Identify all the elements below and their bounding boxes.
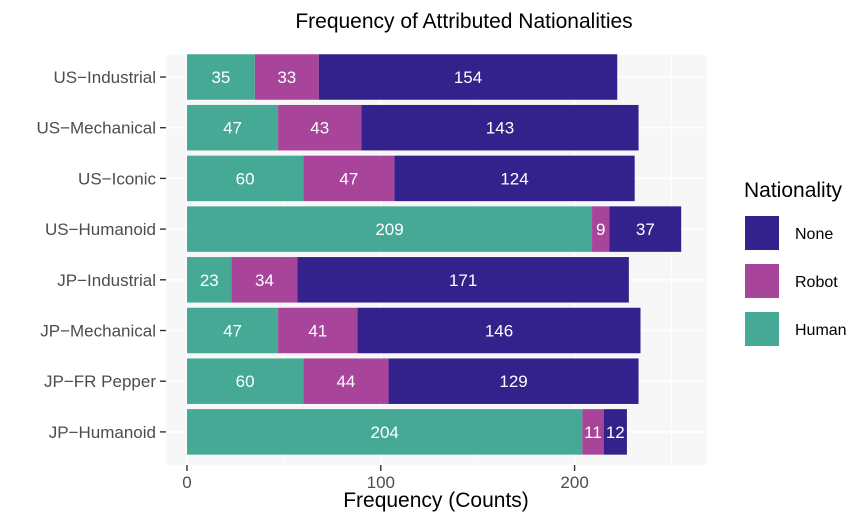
bar-segment-robot (303, 358, 389, 404)
bar-value-label: 44 (336, 372, 355, 391)
bar-labels: 35 33 154 47 43 143 60 47 124 209 9 37 23 34 171 47 41 14… (200, 68, 655, 442)
bar-value-label: 209 (375, 220, 403, 239)
bar-value-label: 204 (370, 423, 398, 442)
x-axis: 0 100 200 (182, 465, 589, 492)
bar-value-label: 129 (499, 372, 527, 391)
bar-segment-robot (582, 409, 604, 455)
chart-title: Frequency of Attributed Nationalities (295, 10, 632, 33)
bar-segment-robot (254, 54, 319, 100)
bar-value-label: 146 (485, 322, 513, 341)
legend-key-robot (745, 264, 779, 298)
bar-segment-none (297, 257, 629, 303)
bar-segment-human (187, 358, 304, 404)
bar-value-label: 143 (486, 119, 514, 138)
bar-value-label: 60 (236, 169, 255, 188)
y-tick-label: US−Mechanical (36, 119, 156, 138)
bar-value-label: 47 (223, 119, 242, 138)
bar-segment-robot (231, 257, 298, 303)
bar-segment-none (361, 104, 639, 151)
bar-segment-robot (278, 104, 362, 151)
legend-key-human (745, 312, 779, 346)
bar-segment-none (318, 54, 618, 100)
bar-value-label: 171 (449, 271, 477, 290)
bar-value-label: 33 (277, 68, 296, 87)
y-tick-label: US−Iconic (78, 169, 156, 188)
x-tick-label: 0 (182, 473, 191, 492)
bars (187, 54, 682, 455)
bar-value-label: 23 (200, 271, 219, 290)
y-tick-label: JP−FR Pepper (44, 372, 156, 391)
bar-segment-none (609, 206, 682, 252)
legend-label-none: None (795, 226, 833, 243)
bar-value-label: 47 (339, 169, 358, 188)
bar-segment-none (357, 307, 641, 354)
x-tick-label: 200 (560, 473, 588, 492)
legend-title: Nationality (744, 179, 843, 202)
bar-segment-human (187, 307, 279, 354)
bar-value-label: 60 (236, 372, 255, 391)
y-axis: US−Industrial US−Mechanical US−Iconic US−Hu… (36, 68, 166, 442)
legend-label-human: Human (795, 322, 847, 339)
bar-value-label: 11 (584, 423, 602, 442)
bar-segment-none (603, 409, 627, 455)
bar-value-label: 34 (255, 271, 274, 290)
y-tick-label: US−Industrial (53, 68, 156, 87)
bar-segment-robot (592, 206, 610, 252)
bar-segment-human (187, 257, 232, 303)
bar-segment-human (187, 409, 583, 455)
y-tick-label: JP−Industrial (57, 271, 156, 290)
x-axis-title: Frequency (Counts) (343, 489, 529, 512)
bar-value-label: 154 (454, 68, 482, 87)
bar-segment-human (187, 54, 255, 100)
bar-segment-human (187, 155, 304, 202)
bar-value-label: 12 (606, 423, 625, 442)
bar-segment-human (187, 104, 279, 151)
bar-value-label: 124 (500, 169, 528, 188)
y-tick-label: US−Humanoid (45, 220, 156, 239)
bar-segment-none (394, 155, 635, 202)
bar-value-label: 41 (308, 322, 327, 341)
legend-label-robot: Robot (795, 274, 838, 291)
y-tick-label: JP−Mechanical (40, 322, 156, 341)
bar-value-label: 9 (596, 220, 605, 239)
bar-segment-robot (278, 307, 358, 354)
bar-value-label: 37 (636, 220, 655, 239)
bar-segment-robot (303, 155, 395, 202)
bar-segment-none (388, 358, 639, 404)
bar-segment-human (187, 206, 593, 252)
legend-key-none (745, 216, 779, 250)
x-tick-label: 100 (367, 473, 395, 492)
legend: Nationality None Robot Human (744, 179, 847, 346)
bar-value-label: 47 (223, 322, 242, 341)
y-tick-label: JP−Humanoid (49, 423, 156, 442)
bar-value-label: 43 (310, 119, 329, 138)
bar-value-label: 35 (211, 68, 230, 87)
